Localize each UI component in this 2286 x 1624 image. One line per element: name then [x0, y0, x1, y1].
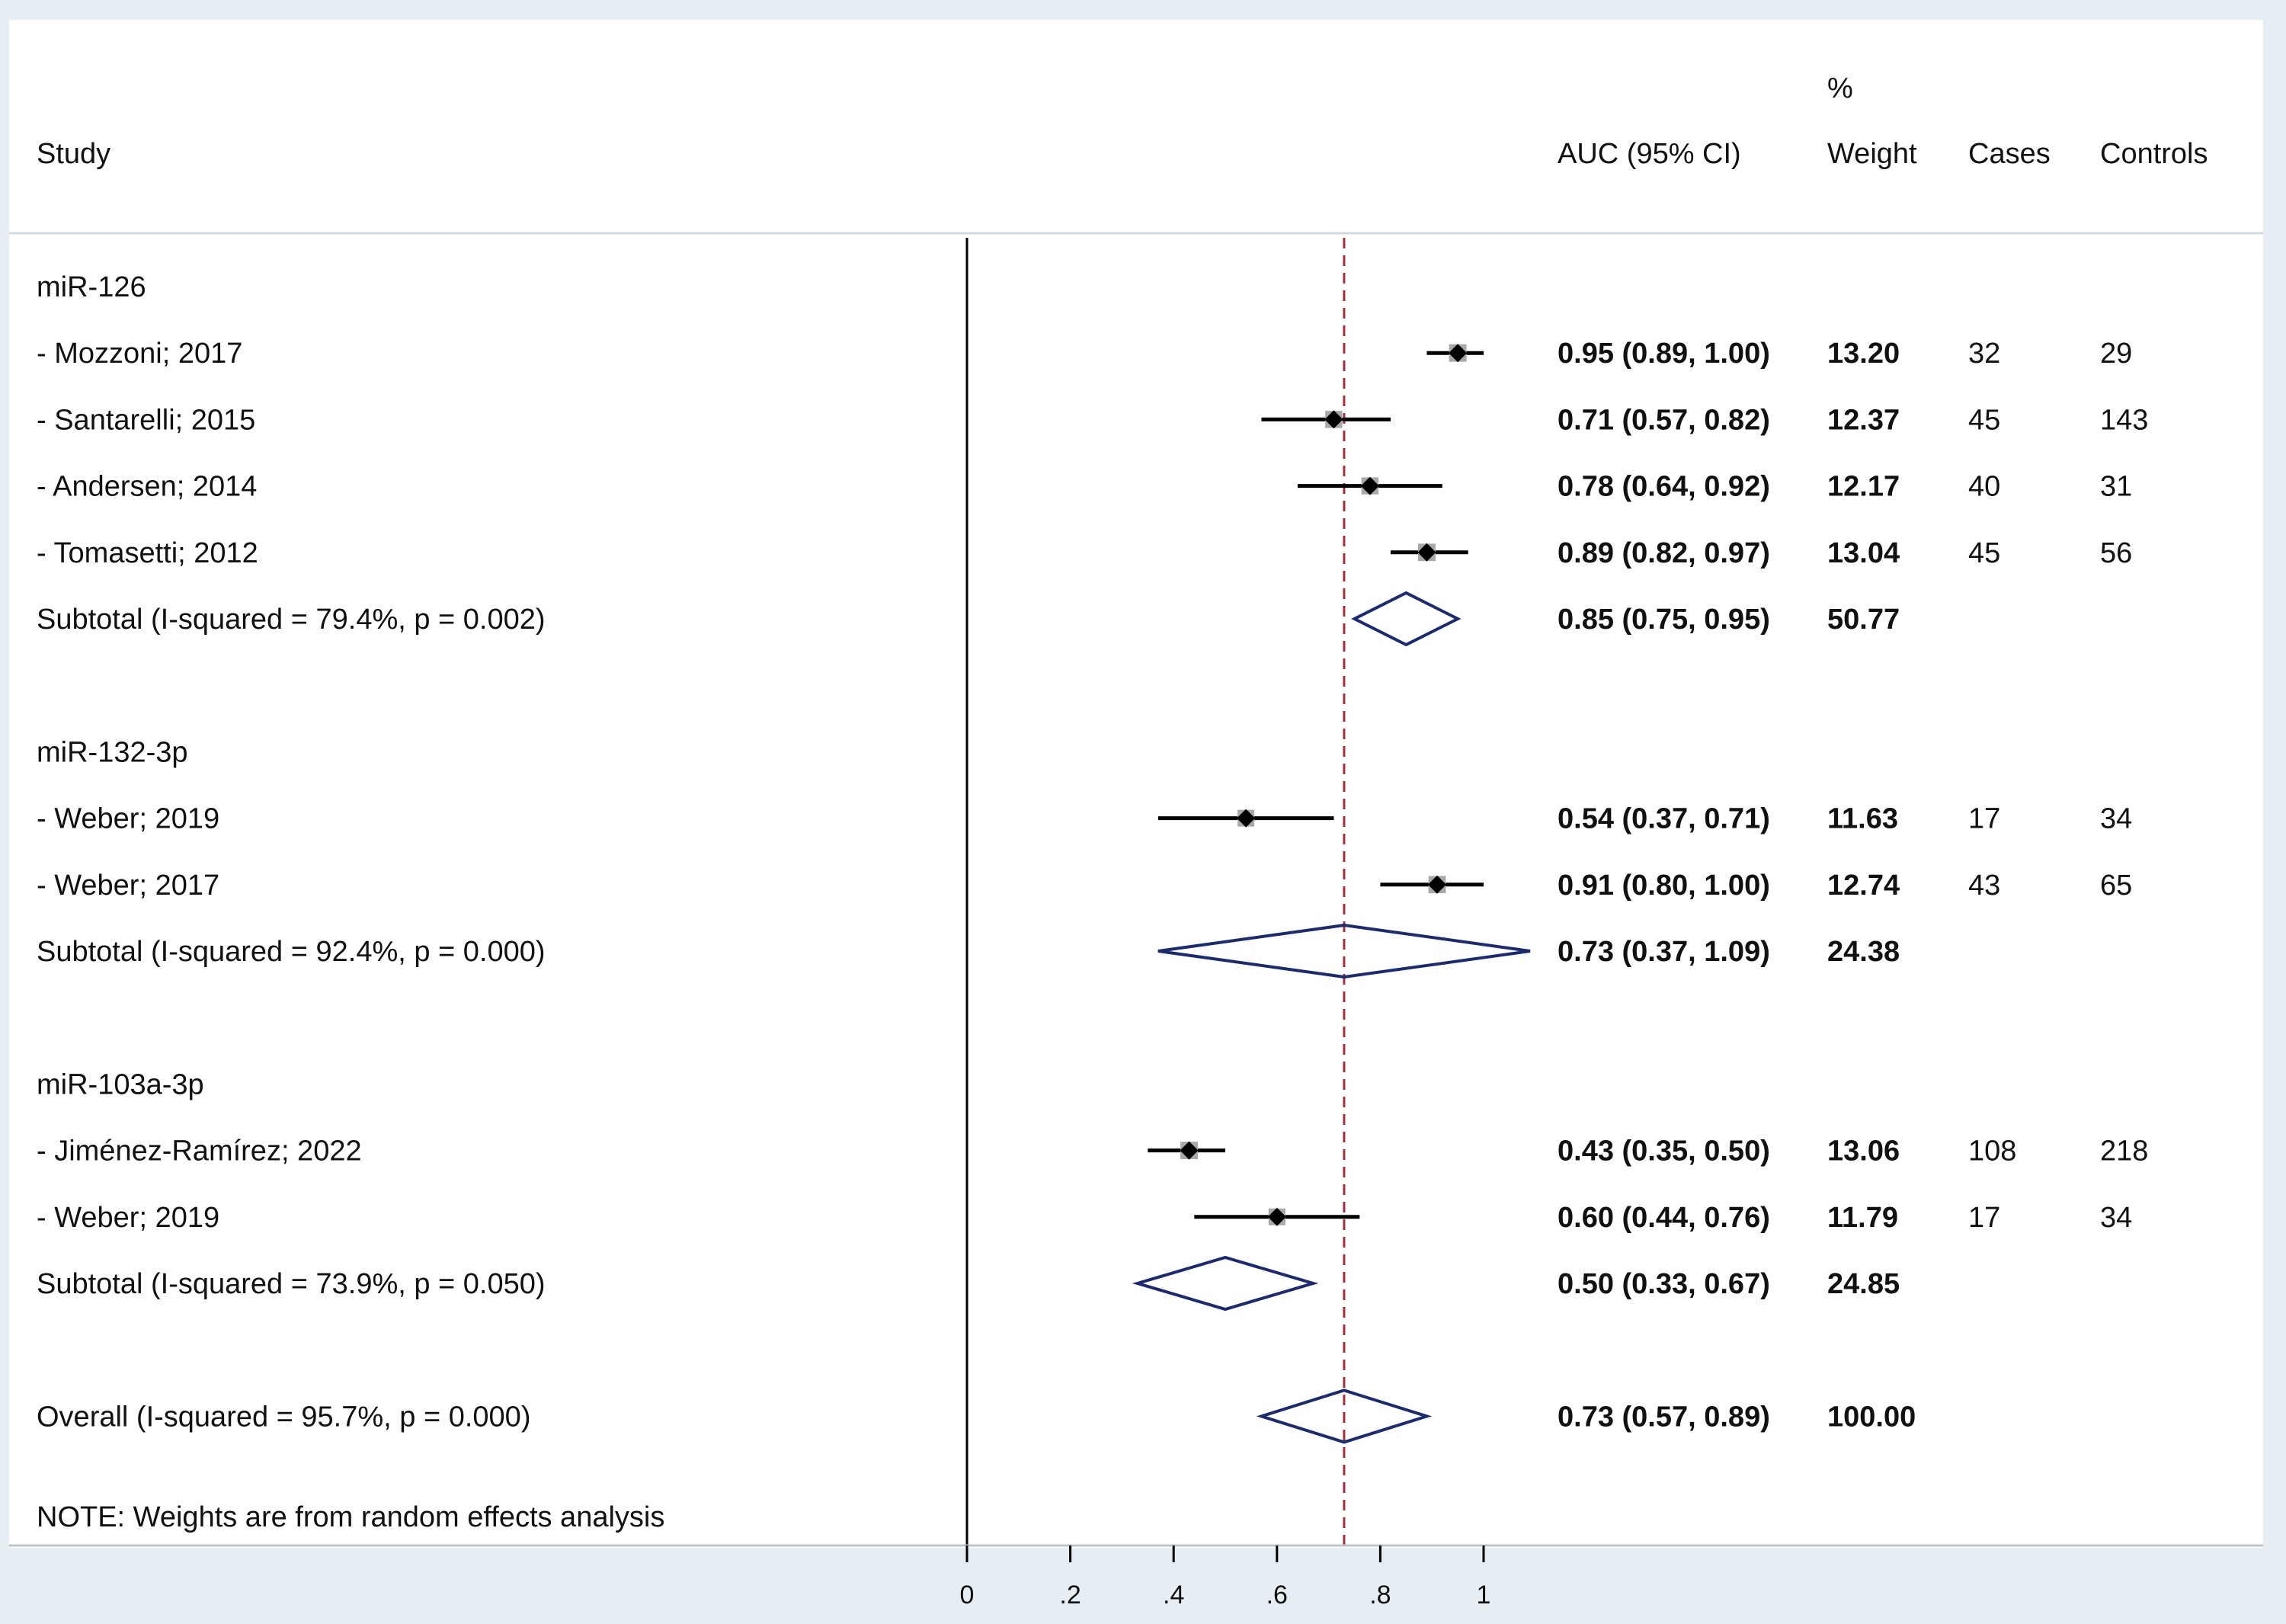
- controls-value: 29: [2100, 338, 2132, 370]
- point-estimate-marker: [1324, 410, 1343, 429]
- point-estimate-marker: [1417, 543, 1436, 562]
- cases-value: 45: [1968, 404, 2000, 436]
- plot-panel: [9, 20, 2263, 1548]
- auc-ci-value: 0.71 (0.57, 0.82): [1558, 404, 1770, 436]
- weight-value: 24.38: [1827, 936, 1900, 968]
- subtotal-diamond: [1157, 923, 1531, 979]
- cases-value: 40: [1968, 471, 2000, 503]
- weight-value: 13.04: [1827, 537, 1900, 569]
- cases-value: 17: [1968, 803, 2000, 835]
- auc-ci-value: 0.89 (0.82, 0.97): [1558, 537, 1770, 569]
- x-axis: 0 .2 .4 .6 .8 1: [9, 1544, 2263, 1610]
- auc-ci-value: 0.73 (0.57, 0.89): [1558, 1401, 1770, 1433]
- study-label: - Santarelli; 2015: [37, 404, 255, 436]
- weight-value: 13.20: [1827, 338, 1900, 370]
- weight-value: 24.85: [1827, 1268, 1900, 1300]
- x-tick-label: .4: [1163, 1581, 1184, 1610]
- x-tick-label: .8: [1369, 1581, 1391, 1610]
- auc-ci-value: 0.54 (0.37, 0.71): [1558, 803, 1770, 835]
- cases-value: 17: [1968, 1202, 2000, 1234]
- point-estimate-marker: [1360, 476, 1379, 495]
- weight-value: 12.37: [1827, 404, 1900, 436]
- controls-value: 65: [2100, 870, 2132, 902]
- cases-value: 45: [1968, 537, 2000, 569]
- controls-value: 34: [2100, 803, 2132, 835]
- controls-value: 218: [2100, 1136, 2148, 1168]
- point-estimate-marker: [1237, 809, 1256, 828]
- study-label: - Weber; 2017: [37, 870, 219, 902]
- weight-value: 11.63: [1827, 803, 1898, 835]
- study-label: - Jiménez-Ramírez; 2022: [37, 1136, 362, 1168]
- cases-value: 108: [1968, 1136, 2016, 1168]
- subtotal-diamond: [1351, 591, 1462, 647]
- rows-layer: miR-126 - Mozzoni; 2017 0.95 (0.89, 1.00) 1…: [37, 238, 2148, 1546]
- group-label: miR-103a-3p: [37, 1068, 204, 1100]
- weight-value: 11.79: [1827, 1202, 1898, 1234]
- auc-ci-value: 0.78 (0.64, 0.92): [1558, 471, 1770, 503]
- auc-ci-value: 0.91 (0.80, 1.00): [1558, 870, 1770, 902]
- overall-diamond: [1256, 1389, 1433, 1444]
- subtotal-diamond: [1132, 1255, 1319, 1312]
- header-cases: Cases: [1968, 138, 2051, 170]
- controls-value: 34: [2100, 1202, 2132, 1234]
- note-text: NOTE: Weights are from random effects an…: [37, 1501, 664, 1533]
- x-tick-label: .6: [1266, 1581, 1288, 1610]
- weight-value: 100.00: [1827, 1401, 1916, 1433]
- subtotal-label: Subtotal (I-squared = 92.4%, p = 0.000): [37, 936, 546, 968]
- group-label: miR-132-3p: [37, 736, 188, 768]
- subtotal-label: Subtotal (I-squared = 79.4%, p = 0.002): [37, 604, 546, 636]
- header-controls: Controls: [2100, 138, 2208, 170]
- overall-label: Overall (I-squared = 95.7%, p = 0.000): [37, 1401, 530, 1433]
- header-auc: AUC (95% CI): [1558, 138, 1741, 170]
- auc-ci-value: 0.50 (0.33, 0.67): [1558, 1268, 1770, 1300]
- weight-value: 50.77: [1827, 604, 1900, 636]
- point-estimate-marker: [1427, 875, 1446, 894]
- study-label: - Mozzoni; 2017: [37, 338, 242, 370]
- header-weight: Weight: [1827, 138, 1917, 170]
- study-label: - Tomasetti; 2012: [37, 537, 258, 569]
- controls-value: 143: [2100, 404, 2148, 436]
- auc-ci-value: 0.95 (0.89, 1.00): [1558, 338, 1770, 370]
- auc-ci-value: 0.43 (0.35, 0.50): [1558, 1136, 1770, 1168]
- x-tick-label: 0: [960, 1581, 975, 1610]
- controls-value: 56: [2100, 537, 2132, 569]
- subtotal-label: Subtotal (I-squared = 73.9%, p = 0.050): [37, 1268, 546, 1300]
- auc-ci-value: 0.60 (0.44, 0.76): [1558, 1202, 1770, 1234]
- study-label: - Weber; 2019: [37, 1202, 219, 1234]
- header-study: Study: [37, 138, 110, 170]
- point-estimate-marker: [1180, 1141, 1199, 1160]
- cases-value: 32: [1968, 338, 2000, 370]
- header-weight-percent: %: [1827, 72, 1853, 104]
- group-label: miR-126: [37, 271, 146, 303]
- x-tick-label: .2: [1059, 1581, 1081, 1610]
- study-label: - Weber; 2019: [37, 803, 219, 835]
- point-estimate-marker: [1267, 1207, 1286, 1226]
- weight-value: 12.74: [1827, 870, 1900, 902]
- auc-ci-value: 0.85 (0.75, 0.95): [1558, 604, 1770, 636]
- x-tick-label: 1: [1477, 1581, 1491, 1610]
- auc-ci-value: 0.73 (0.37, 1.09): [1558, 936, 1770, 968]
- point-estimate-marker: [1449, 344, 1468, 363]
- cases-value: 43: [1968, 870, 2000, 902]
- weight-value: 13.06: [1827, 1136, 1900, 1168]
- controls-value: 31: [2100, 471, 2132, 503]
- weight-value: 12.17: [1827, 471, 1900, 503]
- study-label: - Andersen; 2014: [37, 471, 257, 503]
